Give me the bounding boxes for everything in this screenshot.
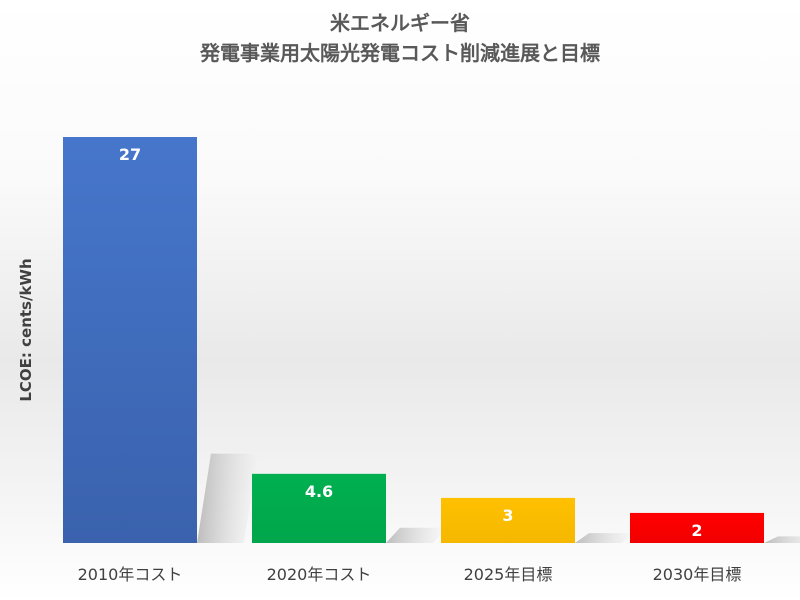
bar-shadow xyxy=(764,536,800,543)
data-label-3: 3 xyxy=(502,506,513,525)
chart-title-line-1: 米エネルギー省 xyxy=(330,11,470,35)
bar-shadow xyxy=(386,527,447,543)
bar-3 xyxy=(441,497,575,543)
x-tick-label-4: 2030年目標 xyxy=(653,565,742,584)
bar-2 xyxy=(252,473,386,543)
bar-4 xyxy=(630,512,764,543)
data-label-1: 27 xyxy=(119,145,141,164)
x-tick-label-1: 2010年コスト xyxy=(78,565,183,584)
bar-1 xyxy=(63,137,197,543)
bar-shadow xyxy=(575,533,636,543)
data-label-4: 2 xyxy=(691,521,702,540)
chart-title-line-2: 発電事業用太陽光発電コスト削減進展と目標 xyxy=(200,41,600,65)
data-labels: 27 4.6 3 2 xyxy=(119,145,703,540)
x-tick-label-3: 2025年目標 xyxy=(464,565,553,584)
x-tick-label-2: 2020年コスト xyxy=(267,565,372,584)
chart-title: 米エネルギー省 発電事業用太陽光発電コスト削減進展と目標 xyxy=(0,8,800,68)
bar-shadows xyxy=(197,453,800,543)
bar-shadow xyxy=(197,453,258,543)
bars xyxy=(63,137,764,543)
x-tick-labels: 2010年コスト 2020年コスト 2025年目標 2030年目標 xyxy=(78,565,742,584)
data-label-2: 4.6 xyxy=(305,482,333,501)
